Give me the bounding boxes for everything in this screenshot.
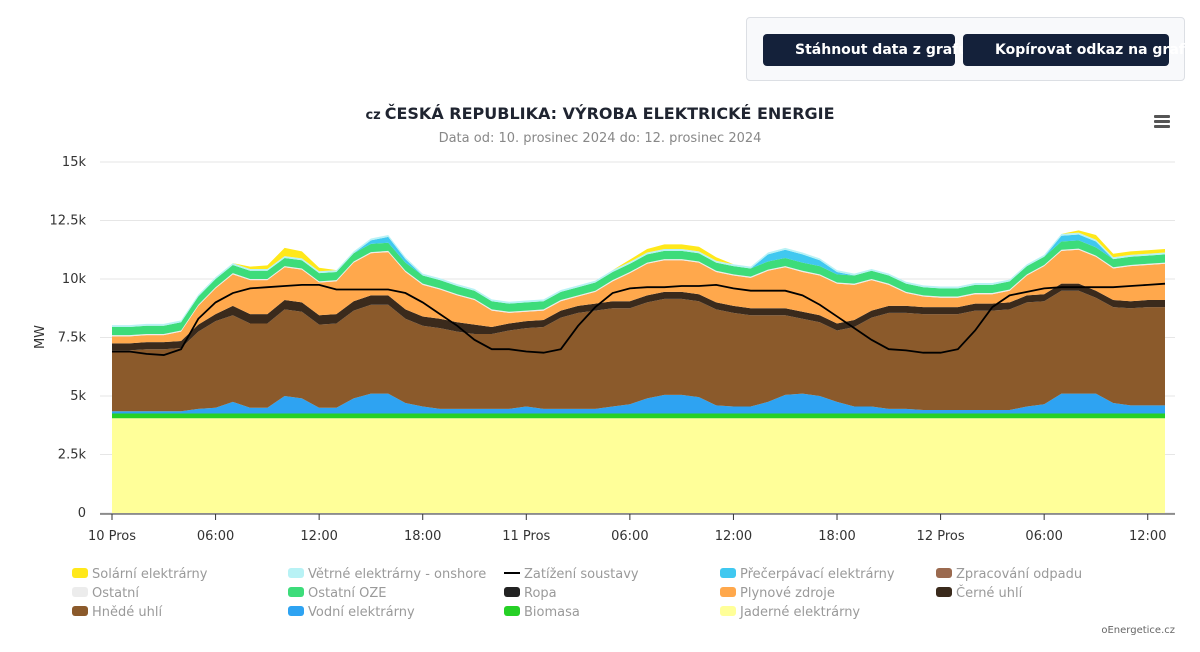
series-line-zatizeni-soustavy bbox=[112, 282, 1166, 356]
legend-item[interactable]: Větrné elektrárny - onshore bbox=[308, 567, 486, 582]
x-tick-label: 18:00 bbox=[818, 529, 855, 544]
legend-item[interactable]: Zpracování odpadu bbox=[956, 567, 1082, 582]
x-tick-label: 10 Pros bbox=[88, 529, 136, 544]
chart-title: cz ČESKÁ REPUBLIKA: VÝROBA ELEKTRICKÉ ENE… bbox=[0, 104, 1200, 123]
x-tick-label: 12:00 bbox=[715, 529, 752, 544]
y-axis-label: MW bbox=[33, 325, 48, 349]
legend-marker bbox=[72, 606, 88, 616]
hamburger-menu-icon[interactable] bbox=[1152, 114, 1172, 130]
series-area-hnědé-uhlí bbox=[112, 290, 1165, 412]
legend-item[interactable]: Jaderné elektrárny bbox=[739, 605, 860, 620]
y-tick-label: 0 bbox=[78, 506, 86, 521]
x-tick-label: 06:00 bbox=[197, 529, 234, 544]
country-code: cz bbox=[365, 108, 381, 123]
legend-marker bbox=[72, 587, 88, 597]
legend-marker bbox=[936, 568, 952, 578]
x-tick-label: 18:00 bbox=[404, 529, 441, 544]
y-tick-label: 15k bbox=[62, 155, 87, 170]
y-tick-label: 7.5k bbox=[58, 331, 87, 346]
legend-marker bbox=[720, 587, 736, 597]
y-tick-label: 12.5k bbox=[50, 214, 87, 229]
y-tick-label: 2.5k bbox=[58, 448, 87, 463]
series-area-biomasa bbox=[112, 413, 1165, 419]
series-area-plynové-zdroje bbox=[112, 249, 1165, 344]
series-area-vodní-elektrárny bbox=[112, 393, 1165, 414]
x-tick-label: 12:00 bbox=[300, 529, 337, 544]
chart-subtitle: Data od: 10. prosinec 2024 do: 12. prosi… bbox=[438, 131, 762, 146]
legend-marker bbox=[72, 568, 88, 578]
legend-item[interactable]: Vodní elektrárny bbox=[308, 605, 415, 620]
legend-marker bbox=[720, 568, 736, 578]
x-tick-label: 06:00 bbox=[1025, 529, 1062, 544]
legend-marker bbox=[288, 587, 304, 597]
legend-marker bbox=[288, 568, 304, 578]
legend-item[interactable]: Solární elektrárny bbox=[92, 567, 208, 582]
download-data-button[interactable]: Stáhnout data z grafu bbox=[763, 34, 968, 66]
y-tick-label: 10k bbox=[62, 272, 87, 287]
legend-marker bbox=[936, 587, 952, 597]
chart-toolbar: Stáhnout data z grafu Kopírovat odkaz na… bbox=[746, 17, 1185, 81]
legend-item[interactable]: Plynové zdroje bbox=[740, 586, 835, 601]
copy-link-button[interactable]: Kopírovat odkaz na graf bbox=[963, 34, 1185, 66]
legend-marker bbox=[720, 606, 736, 616]
y-tick-label: 5k bbox=[70, 389, 86, 404]
series-area-ostatní-oze bbox=[112, 240, 1165, 336]
x-tick-label: 12 Pros bbox=[917, 529, 965, 544]
chart-title-text: ČESKÁ REPUBLIKA: VÝROBA ELEKTRICKÉ ENERG… bbox=[384, 104, 835, 123]
legend-marker bbox=[288, 606, 304, 616]
legend-item[interactable]: Zatížení soustavy bbox=[524, 567, 639, 582]
legend-item[interactable]: Ropa bbox=[524, 586, 557, 601]
legend-marker bbox=[504, 606, 520, 616]
x-tick-label: 11 Pros bbox=[502, 529, 550, 544]
x-tick-label: 06:00 bbox=[611, 529, 648, 544]
legend-item[interactable]: Biomasa bbox=[524, 605, 580, 620]
series-area-černé-uhlí bbox=[112, 283, 1165, 351]
legend-item[interactable]: Černé uhlí bbox=[956, 585, 1023, 601]
credit-text: oEnergetice.cz bbox=[1101, 625, 1175, 636]
x-tick-label: 12:00 bbox=[1129, 529, 1166, 544]
legend-item[interactable]: Přečerpávací elektrárny bbox=[740, 567, 895, 582]
legend-item[interactable]: Hnědé uhlí bbox=[92, 605, 162, 620]
legend-marker bbox=[504, 587, 520, 597]
legend-item[interactable]: Ostatní bbox=[92, 586, 139, 601]
series-area-jaderné-elektrárny bbox=[112, 418, 1165, 513]
legend-item[interactable]: Ostatní OZE bbox=[308, 586, 387, 601]
